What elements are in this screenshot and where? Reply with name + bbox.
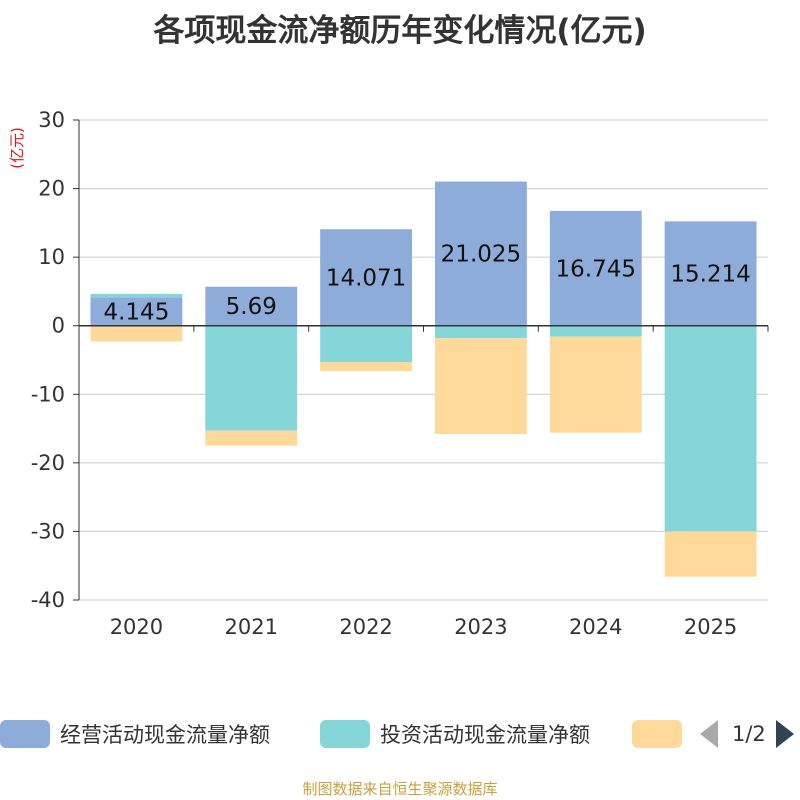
legend-swatch-operating — [0, 720, 50, 748]
bar-value-label: 21.025 — [441, 242, 521, 268]
x-tick-label: 2020 — [110, 615, 163, 639]
legend-label-operating: 经营活动现金流量净额 — [60, 723, 270, 747]
bar-2024-series-1 — [549, 325, 642, 337]
chart-title: 各项现金流净额历年变化情况(亿元) — [153, 13, 647, 49]
y-tick-label: -40 — [31, 588, 65, 612]
y-tick-label: -10 — [31, 382, 65, 406]
x-tick-label: 2023 — [454, 615, 507, 639]
legend-next-page-icon[interactable] — [775, 720, 794, 748]
legend-swatch-financing — [632, 720, 682, 748]
x-tick-label: 2021 — [225, 615, 278, 639]
bar-value-label: 14.071 — [326, 265, 406, 291]
bar-2022-series-0 — [320, 229, 413, 326]
bar-2025-series-2 — [664, 531, 757, 577]
y-tick-label: 30 — [38, 108, 65, 132]
y-tick-label: -30 — [31, 519, 65, 543]
bar-value-label: 16.745 — [556, 256, 636, 282]
bar-2021-series-2 — [205, 430, 298, 446]
bar-2025-series-1 — [664, 325, 757, 532]
bar-value-label: 4.145 — [103, 300, 169, 326]
bar-2020-series-1 — [90, 293, 183, 298]
chart-legend: 经营活动现金流量净额 投资活动现金流量净额 1/2 — [0, 716, 800, 756]
legend-pager: 1/2 — [700, 716, 794, 752]
y-axis-label: (亿元) — [8, 127, 26, 169]
legend-item-operating[interactable]: 经营活动现金流量净额 — [0, 716, 270, 752]
bar-2025-series-0 — [664, 221, 757, 326]
legend-label-investing: 投资活动现金流量净额 — [380, 723, 590, 747]
legend-item-investing[interactable]: 投资活动现金流量净额 — [320, 716, 590, 752]
bar-value-label: 5.69 — [226, 294, 277, 320]
bar-2023-series-1 — [434, 325, 527, 339]
x-tick-label: 2024 — [569, 615, 622, 639]
y-tick-label: -20 — [31, 451, 65, 475]
bar-2022-series-1 — [320, 325, 413, 363]
y-tick-label: 0 — [52, 314, 65, 338]
bar-value-label: 15.214 — [670, 262, 750, 288]
bar-2022-series-2 — [320, 362, 413, 371]
x-tick-label: 2025 — [684, 615, 737, 639]
bar-2020-series-2 — [90, 325, 183, 342]
legend-prev-page-icon[interactable] — [700, 720, 718, 748]
bar-2020-series-0 — [90, 297, 183, 326]
bar-2024-series-0 — [549, 210, 642, 326]
cashflow-bar-chart: 30 20 10 0 -10 -20 -30 -40 (亿元) 4.145 2020 5.69 2021… — [8, 108, 769, 639]
y-tick-label: 20 — [38, 177, 65, 201]
x-tick-label: 2022 — [339, 615, 392, 639]
data-source-footer: 制图数据来自恒生聚源数据库 — [302, 780, 498, 798]
legend-page-indicator: 1/2 — [732, 722, 766, 746]
bar-2021-series-0 — [205, 286, 298, 326]
bar-2024-series-2 — [549, 336, 642, 433]
bar-2023-series-0 — [434, 181, 527, 326]
legend-swatch-investing — [320, 720, 370, 748]
bar-2021-series-1 — [205, 325, 298, 431]
y-tick-label: 10 — [38, 245, 65, 269]
bar-2023-series-2 — [434, 338, 527, 435]
legend-item-financing[interactable] — [632, 716, 682, 752]
